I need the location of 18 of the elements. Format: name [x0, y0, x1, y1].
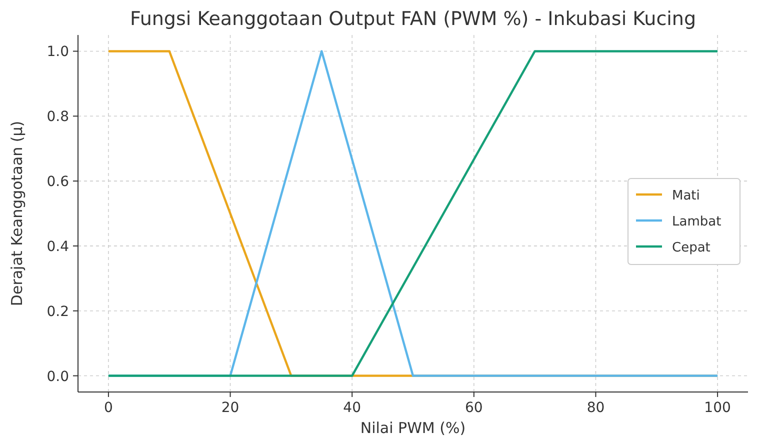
y-tick-label: 1.0 [46, 44, 69, 60]
y-tick-label: 0.4 [46, 238, 70, 255]
y-tick-label: 0.0 [46, 368, 69, 385]
chart-title: Fungsi Keanggotaan Output FAN (PWM %) - Inkubasi Kucing [130, 8, 696, 30]
y-tick-label: 0.2 [46, 304, 69, 320]
legend-label: Mati [672, 188, 700, 204]
x-tick-label: 0 [104, 400, 113, 416]
y-tick-label: 0.6 [46, 174, 70, 190]
x-tick-label: 20 [221, 400, 240, 416]
x-tick-label: 60 [464, 400, 483, 416]
x-axis-title: Nilai PWM (%) [360, 419, 466, 437]
legend-label: Cepat [672, 240, 710, 256]
x-tick-label: 100 [704, 400, 731, 416]
y-tick-label: 0.8 [46, 109, 69, 126]
x-tick-label: 40 [343, 400, 362, 416]
legend-label: Lambat [672, 214, 722, 230]
y-axis-title: Derajat Keanggotaan (μ) [8, 120, 26, 306]
x-tick-label: 80 [586, 400, 605, 416]
